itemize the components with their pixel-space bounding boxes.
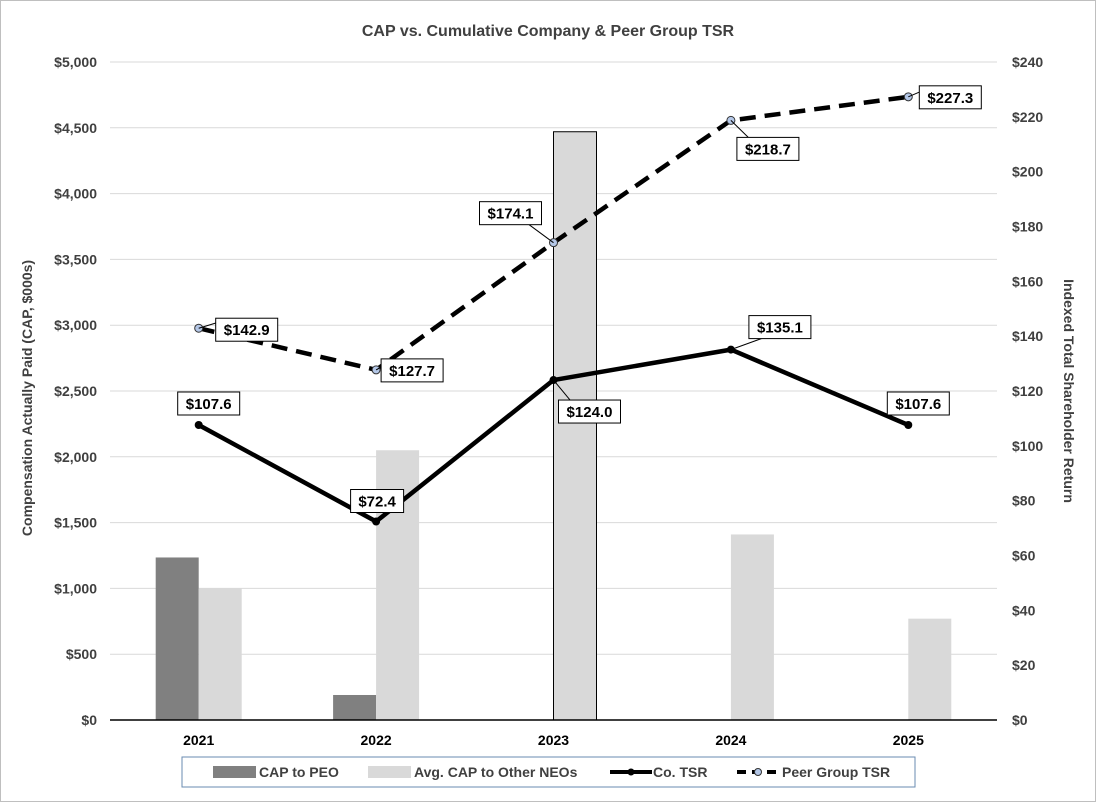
data-label-box xyxy=(479,201,542,226)
data-label: $107.6 xyxy=(186,396,232,413)
data-label: $135.1 xyxy=(757,320,803,337)
y-left-tick-label: $3,500 xyxy=(54,251,97,267)
y-left-axis-title: Compensation Actually Paid (CAP, $000s) xyxy=(19,260,35,536)
legend-label-neo: Avg. CAP to Other NEOs xyxy=(414,764,578,780)
data-label-box xyxy=(558,399,621,424)
label-leader xyxy=(553,379,572,402)
label-leader xyxy=(730,338,762,351)
y-right-tick-label: $140 xyxy=(1012,328,1043,344)
x-tick-label: 2023 xyxy=(538,732,569,748)
data-label-box xyxy=(918,85,982,110)
legend-marker-co-tsr xyxy=(627,768,635,776)
y-left-tick-label: $0 xyxy=(81,712,97,728)
data-label-box xyxy=(748,315,812,340)
data-label-box xyxy=(177,391,241,416)
legend-swatch-peo xyxy=(213,766,256,778)
bar-cap-neo xyxy=(553,131,597,721)
data-label: $174.1 xyxy=(488,206,534,223)
y-right-tick-label: $40 xyxy=(1012,602,1036,618)
y-right-tick-label: $60 xyxy=(1012,548,1036,564)
y-left-tick-label: $5,000 xyxy=(54,54,97,70)
y-left-tick-label: $1,000 xyxy=(54,580,97,596)
y-right-tick-label: $160 xyxy=(1012,273,1043,289)
bar-cap-peo xyxy=(155,557,199,720)
data-label: $124.0 xyxy=(567,404,613,421)
data-label-box xyxy=(380,358,444,383)
y-right-tick-label: $20 xyxy=(1012,657,1036,673)
legend-swatch-neo xyxy=(368,766,411,778)
x-tick-label: 2024 xyxy=(715,732,746,748)
legend-label-peo: CAP to PEO xyxy=(259,764,339,780)
y-right-tick-label: $80 xyxy=(1012,493,1036,509)
y-right-tick-label: $100 xyxy=(1012,438,1043,454)
x-tick-label: 2025 xyxy=(893,732,924,748)
data-label: $127.7 xyxy=(389,363,435,380)
data-label: $227.3 xyxy=(927,90,973,107)
y-right-tick-label: $120 xyxy=(1012,383,1043,399)
y-right-tick-label: $0 xyxy=(1012,712,1028,728)
y-right-tick-label: $180 xyxy=(1012,219,1043,235)
data-label: $142.9 xyxy=(224,322,270,339)
y-right-tick-label: $220 xyxy=(1012,109,1043,125)
data-label-box xyxy=(215,317,279,342)
legend-label-co-tsr: Co. TSR xyxy=(653,764,707,780)
y-right-tick-label: $240 xyxy=(1012,54,1043,70)
legend-marker-peer-tsr xyxy=(754,768,762,776)
y-left-tick-label: $1,500 xyxy=(54,515,97,531)
data-label: $72.4 xyxy=(358,494,396,511)
marker-co-tsr xyxy=(372,517,381,526)
data-label-box xyxy=(886,391,950,416)
legend-box xyxy=(181,756,916,788)
x-tick-label: 2022 xyxy=(361,732,392,748)
y-left-tick-label: $4,000 xyxy=(54,186,97,202)
legend-label-peer-tsr: Peer Group TSR xyxy=(782,764,890,780)
chart-title: CAP vs. Cumulative Company & Peer Group … xyxy=(362,23,735,40)
x-tick-label: 2021 xyxy=(183,732,214,748)
marker-co-tsr xyxy=(194,420,203,429)
bar-cap-neo xyxy=(198,588,242,720)
label-leader xyxy=(528,224,554,244)
y-right-tick-label: $200 xyxy=(1012,164,1043,180)
data-label: $107.6 xyxy=(895,396,941,413)
y-left-tick-label: $2,500 xyxy=(54,383,97,399)
bar-cap-peo xyxy=(333,694,377,720)
legend: CAP to PEO Avg. CAP to Other NEOs Co. TS… xyxy=(181,756,916,788)
marker-co-tsr xyxy=(904,420,913,429)
data-label-box xyxy=(350,489,405,514)
y-left-tick-label: $500 xyxy=(66,646,97,662)
label-leader xyxy=(730,120,750,139)
bar-cap-neo xyxy=(730,534,774,720)
data-label-box xyxy=(736,136,800,161)
y-left-tick-label: $2,000 xyxy=(54,449,97,465)
y-right-axis-title: Indexed Total Shareholder Return xyxy=(1061,279,1077,503)
data-label: $218.7 xyxy=(745,141,791,158)
bar-cap-neo xyxy=(908,618,952,720)
y-left-tick-label: $3,000 xyxy=(54,317,97,333)
y-left-tick-label: $4,500 xyxy=(54,120,97,136)
